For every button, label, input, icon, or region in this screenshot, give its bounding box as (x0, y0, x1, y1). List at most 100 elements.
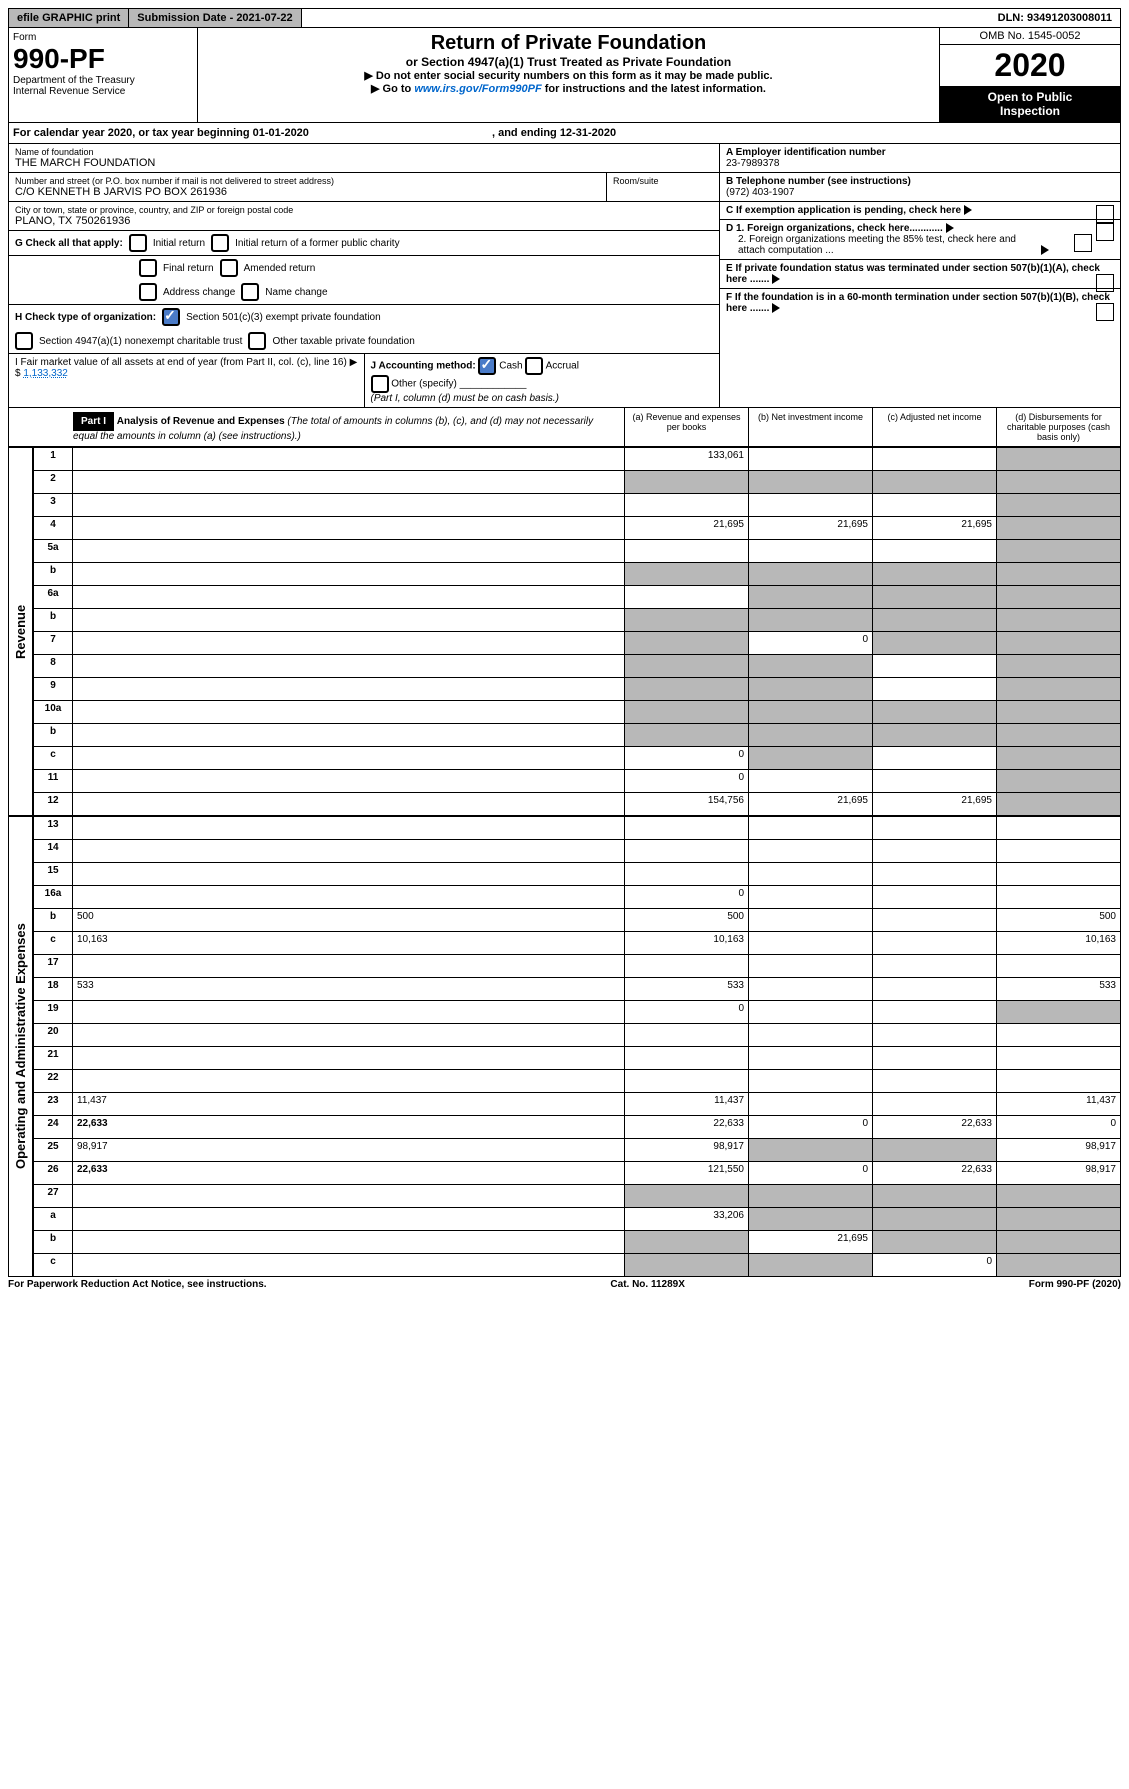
form-instruction-1: ▶ Do not enter social security numbers o… (202, 69, 935, 82)
col-d-value (997, 817, 1121, 840)
table-row: 27 (34, 1185, 1121, 1208)
table-row: c0 (34, 1254, 1121, 1277)
col-c-value (873, 724, 997, 747)
table-row: 6a (34, 586, 1121, 609)
table-row: 190 (34, 1001, 1121, 1024)
col-a-value: 533 (625, 978, 749, 1001)
table-row: 12154,75621,69521,695 (34, 793, 1121, 816)
col-b-value (749, 955, 873, 978)
line-description (73, 840, 625, 863)
col-a-value (625, 540, 749, 563)
fmv-link[interactable]: 1,133,332 (23, 368, 68, 379)
col-b-value (749, 886, 873, 909)
other-taxable-check[interactable] (248, 332, 266, 350)
501c3-check[interactable] (162, 308, 180, 326)
table-row: 3 (34, 494, 1121, 517)
line-description (73, 517, 625, 540)
line-description: 98,917 (73, 1139, 625, 1162)
col-a-value: 133,061 (625, 448, 749, 471)
col-d-value (997, 793, 1121, 816)
col-b-value: 21,695 (749, 793, 873, 816)
accrual-check[interactable] (525, 357, 543, 375)
line-number: 17 (34, 955, 73, 978)
h-checks: H Check type of organization: Section 50… (9, 305, 719, 329)
col-c-value (873, 1231, 997, 1254)
address-change-check[interactable] (139, 283, 157, 301)
col-d-value (997, 609, 1121, 632)
line-description (73, 678, 625, 701)
initial-former-check[interactable] (211, 234, 229, 252)
line-number: 10a (34, 701, 73, 724)
arrow-icon (772, 274, 780, 284)
col-a-value: 0 (625, 886, 749, 909)
col-a-value (625, 724, 749, 747)
line-description (73, 886, 625, 909)
col-a-value (625, 1047, 749, 1070)
table-row: 15 (34, 863, 1121, 886)
line-description: 10,163 (73, 932, 625, 955)
table-row: c0 (34, 747, 1121, 770)
col-a-value (625, 1024, 749, 1047)
expenses-vertical-label: Operating and Administrative Expenses (8, 816, 33, 1277)
line-description (73, 609, 625, 632)
line-number: 12 (34, 793, 73, 816)
col-a-value: 0 (625, 1001, 749, 1024)
line-description (73, 863, 625, 886)
col-b-value (749, 978, 873, 1001)
col-c-value (873, 1093, 997, 1116)
col-d-value (997, 1047, 1121, 1070)
col-a-value (625, 632, 749, 655)
arrow-icon (1041, 245, 1049, 255)
col-b-value: 21,695 (749, 517, 873, 540)
other-specify-check[interactable] (371, 375, 389, 393)
department: Department of the Treasury Internal Reve… (13, 75, 193, 97)
arrow-icon (964, 205, 972, 215)
col-b-value: 0 (749, 1162, 873, 1185)
line-number: b (34, 563, 73, 586)
col-d-value (997, 747, 1121, 770)
col-a-value (625, 863, 749, 886)
table-row: b (34, 563, 1121, 586)
form-number: 990-PF (13, 43, 193, 75)
4947a1-check[interactable] (15, 332, 33, 350)
col-b-header: (b) Net investment income (748, 408, 872, 446)
col-a-value (625, 1231, 749, 1254)
arrow-icon (946, 223, 954, 233)
telephone-cell: B Telephone number (see instructions) (9… (720, 173, 1120, 202)
irs-link[interactable]: www.irs.gov/Form990PF (414, 83, 541, 95)
col-a-value: 11,437 (625, 1093, 749, 1116)
cash-check[interactable] (478, 357, 496, 375)
line-number: 20 (34, 1024, 73, 1047)
col-c-value (873, 840, 997, 863)
line-description (73, 586, 625, 609)
table-row: 2 (34, 471, 1121, 494)
table-row: 110 (34, 770, 1121, 793)
amended-return-check[interactable] (220, 259, 238, 277)
name-change-check[interactable] (241, 283, 259, 301)
col-d-value (997, 724, 1121, 747)
table-row: 20 (34, 1024, 1121, 1047)
col-b-value (749, 863, 873, 886)
col-d-value: 533 (997, 978, 1121, 1001)
col-b-value (749, 932, 873, 955)
col-c-value (873, 909, 997, 932)
col-d-value (997, 955, 1121, 978)
part1-header: Part I Analysis of Revenue and Expenses … (8, 408, 1121, 447)
col-b-value (749, 909, 873, 932)
col-c-value (873, 955, 997, 978)
initial-return-check[interactable] (129, 234, 147, 252)
col-b-value (749, 563, 873, 586)
i-fmv: I Fair market value of all assets at end… (9, 354, 365, 407)
col-c-value (873, 978, 997, 1001)
final-return-check[interactable] (139, 259, 157, 277)
table-row: 2598,91798,91798,917 (34, 1139, 1121, 1162)
col-c-header: (c) Adjusted net income (872, 408, 996, 446)
line-description (73, 747, 625, 770)
line-description (73, 471, 625, 494)
col-b-value: 0 (749, 632, 873, 655)
efile-label: efile GRAPHIC print (9, 9, 129, 27)
col-c-value (873, 1001, 997, 1024)
open-to-public: Open to Public Inspection (940, 86, 1120, 122)
table-row: c10,16310,16310,163 (34, 932, 1121, 955)
table-row: 1133,061 (34, 448, 1121, 471)
